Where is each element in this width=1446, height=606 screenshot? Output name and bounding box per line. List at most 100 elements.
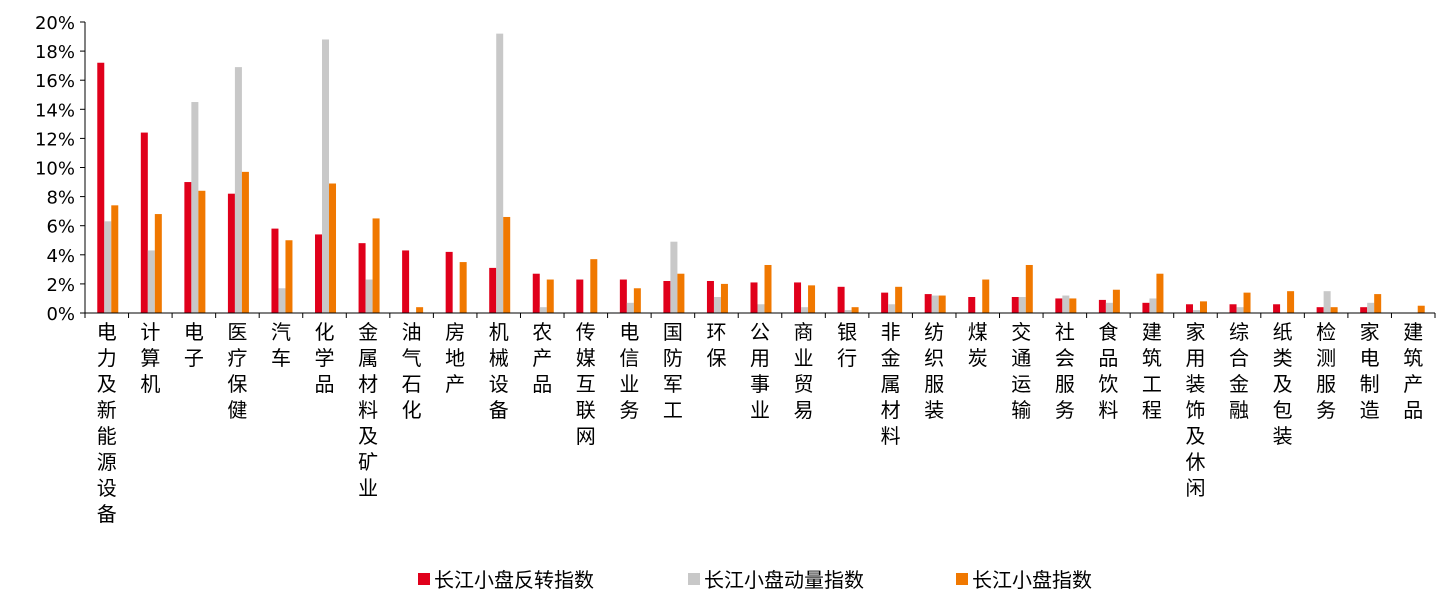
bar-series-3 [1287,291,1295,313]
bar-series-2 [888,304,896,313]
bar-group [663,241,685,313]
bar-series-1 [402,250,410,313]
bar-series-1 [227,193,235,313]
bar-group [1055,295,1077,313]
x-category-label: 计算机 [140,320,160,396]
bar-series-2 [234,67,242,313]
bar-series-3 [1069,298,1077,313]
bar-group [271,228,293,313]
bar-series-1 [619,279,627,313]
x-category-label: 公用事业 [750,320,770,422]
bar-series-2 [539,307,547,313]
bar-group [619,279,641,313]
bar-series-1 [1011,296,1019,313]
bar-group [1273,291,1295,313]
legend: 长江小盘反转指数 长江小盘动量指数 长江小盘指数 [418,568,1092,592]
bar-series-3 [459,262,467,313]
bar-series-2 [1192,310,1200,313]
bar-series-2 [1323,291,1331,313]
bar-series-3 [111,205,119,313]
bar-group [358,218,380,313]
x-category-label: 农产品 [532,320,552,396]
bar-series-2 [147,250,155,313]
bar-group [402,250,424,313]
bar-series-3 [851,307,859,313]
bar-series-1 [1055,298,1063,313]
bar-series-3 [285,240,293,313]
bar-group [1229,292,1251,313]
bar-series-1 [663,280,671,313]
bar-series-2 [1367,302,1375,313]
bar-series-1 [881,292,889,313]
bar-series-1 [1185,304,1193,313]
bar-group [184,102,206,314]
x-category-label: 汽车 [271,320,291,370]
legend-swatch [418,573,430,585]
bar-group [1098,289,1120,313]
bar-group [837,286,859,313]
x-category-label: 家用装饰及休闲 [1185,320,1205,500]
bar-series-3 [416,307,424,313]
bar-series-1 [1360,307,1368,313]
bar-series-3 [372,218,380,313]
bar-series-3 [1156,273,1164,313]
legend-swatch [688,573,700,585]
bar-series-1 [489,267,497,313]
bar-series-1 [1316,307,1324,313]
bar-group [489,33,511,313]
bar-series-3 [764,264,772,313]
x-category-label: 电信业务 [619,320,639,422]
y-tick-label: 10% [35,159,75,180]
y-tick-label: 14% [35,100,75,121]
bar-series-3 [1330,307,1338,313]
x-category-label: 银行 [837,320,857,370]
y-tick-label: 20% [35,13,75,34]
x-category-label: 非金属材料 [881,320,901,448]
bar-series-1 [445,251,453,313]
y-tick-label: 4% [46,246,75,267]
bar-series-1 [140,132,148,313]
bar-group [1417,305,1425,313]
x-category-label: 机械设备 [489,320,509,422]
y-tick-label: 18% [35,42,75,63]
x-category-label: 社会服务 [1055,320,1075,422]
bar-group [706,280,728,313]
bar-series-1 [184,182,192,313]
bar-group [227,67,249,313]
x-category-label: 电子 [184,320,204,370]
bar-series-1 [358,243,366,313]
bar-series-3 [895,286,903,313]
bar-series-3 [1243,292,1251,313]
bar-series-3 [503,216,511,313]
x-category-label: 金属材料及矿业 [358,320,378,500]
bar-series-2 [1149,298,1157,313]
x-category-label: 房地产 [445,320,465,396]
y-tick-label: 6% [46,217,75,238]
bar-series-1 [1229,304,1237,313]
x-category-label: 建筑工程 [1142,320,1162,422]
bar-series-1 [1142,302,1150,313]
bar-group [1185,301,1207,313]
x-category-label: 纸类及包装 [1273,320,1293,448]
x-category-label: 检测服务 [1316,320,1336,422]
bar-series-1 [794,282,802,313]
bar-series-1 [924,294,932,313]
bar-series-2 [713,296,721,313]
x-category-label: 环保 [706,320,726,370]
bar-series-3 [677,273,685,313]
legend-item: 长江小盘反转指数 [418,568,594,592]
bar-group [576,259,598,313]
bar-series-2 [1062,295,1070,313]
bar-group [1011,264,1033,313]
x-axis: 电力及新能源设备 计算机 电子 医疗保健 汽车 化学品 金属材料及矿业 油气石化 房地产 机械设备… [84,312,1436,526]
bar-series-3 [720,283,728,313]
bar-groups [97,33,1425,314]
bar-series-3 [1374,294,1382,313]
x-category-label: 建筑产品 [1403,320,1423,422]
bar-group [140,132,162,313]
y-axis: 0% 2% 4% 6% 8% 10% 12% 14% 16% 18% 20% [35,13,86,325]
bar-group [1360,294,1382,313]
bar-group [924,294,946,313]
bar-group [532,273,554,313]
